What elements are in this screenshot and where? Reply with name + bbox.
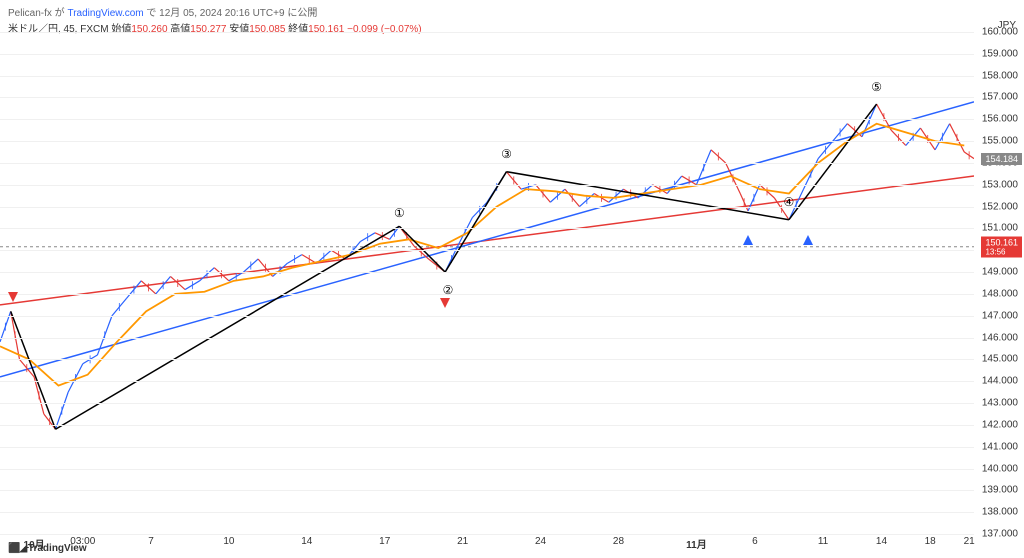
gridline [0,359,974,360]
y-tick: 156.000 [982,114,1018,125]
y-tick: 145.000 [982,354,1018,365]
x-tick: 21 [457,536,468,547]
gridline [0,403,974,404]
y-tick: 147.000 [982,310,1018,321]
x-tick: 11 [818,536,828,547]
arrow-down-icon [8,292,18,302]
gridline [0,294,974,295]
gridline [0,76,974,77]
y-tick: 138.000 [982,507,1018,518]
x-tick: 11月 [686,536,707,551]
x-tick: 14 [876,536,887,547]
gridline [0,381,974,382]
y-tick: 158.000 [982,70,1018,81]
y-tick: 140.000 [982,463,1018,474]
price-tag: 150.16113:56 [981,236,1022,257]
gridline [0,185,974,186]
arrow-up-icon [803,235,813,245]
x-tick: 6 [752,536,758,547]
x-tick: 7 [148,536,154,547]
gridline [0,490,974,491]
y-tick: 153.000 [982,179,1018,190]
wave-label: ② [443,283,454,297]
y-tick: 137.000 [982,529,1018,540]
x-tick: 21 [964,536,975,547]
gridline [0,338,974,339]
gridline [0,54,974,55]
tradingview-logo: ⬛◢ TradingView [8,543,87,554]
publish-header: Pelican-fx が TradingView.com で 12月 05, 2… [8,4,317,19]
y-tick: 141.000 [982,441,1018,452]
y-tick: 146.000 [982,332,1018,343]
y-tick: 143.000 [982,398,1018,409]
y-tick: 142.000 [982,419,1018,430]
y-tick: 148.000 [982,288,1018,299]
x-axis: 10月03:00710141721242811月611141821 [0,536,974,552]
y-axis: 137.000138.000139.000140.000141.000142.0… [974,32,1024,534]
gridline [0,228,974,229]
wave-label: ⑤ [871,80,882,94]
y-tick: 152.000 [982,201,1018,212]
y-tick: 151.000 [982,223,1018,234]
gridline [0,447,974,448]
x-tick: 28 [613,536,624,547]
y-tick: 159.000 [982,48,1018,59]
arrow-up-icon [743,235,753,245]
gridline [0,512,974,513]
gridline [0,250,974,251]
gridline [0,207,974,208]
x-tick: 14 [301,536,312,547]
wave-label: ① [394,206,405,220]
gridline [0,316,974,317]
gridline [0,119,974,120]
y-tick: 149.000 [982,267,1018,278]
y-tick: 139.000 [982,485,1018,496]
x-tick: 10 [223,536,234,547]
price-tag: 154.184 [981,153,1022,165]
gridline [0,425,974,426]
wave-label: ③ [501,147,512,161]
chart-svg [0,32,974,534]
gridline [0,141,974,142]
y-tick: 155.000 [982,136,1018,147]
x-tick: 24 [535,536,546,547]
arrow-down-icon [440,298,450,308]
gridline [0,97,974,98]
site-link[interactable]: TradingView.com [67,8,143,19]
y-tick: 160.000 [982,27,1018,38]
wave-label: ④ [784,195,795,209]
x-tick: 17 [379,536,390,547]
gridline [0,272,974,273]
gridline [0,534,974,535]
y-tick: 144.000 [982,376,1018,387]
gridline [0,163,974,164]
x-tick: 18 [925,536,936,547]
gridline [0,469,974,470]
y-tick: 157.000 [982,92,1018,103]
chart-area[interactable]: ① ② ③ ④ ⑤ [0,32,974,534]
gridline [0,32,974,33]
author: Pelican-fx [8,8,52,19]
